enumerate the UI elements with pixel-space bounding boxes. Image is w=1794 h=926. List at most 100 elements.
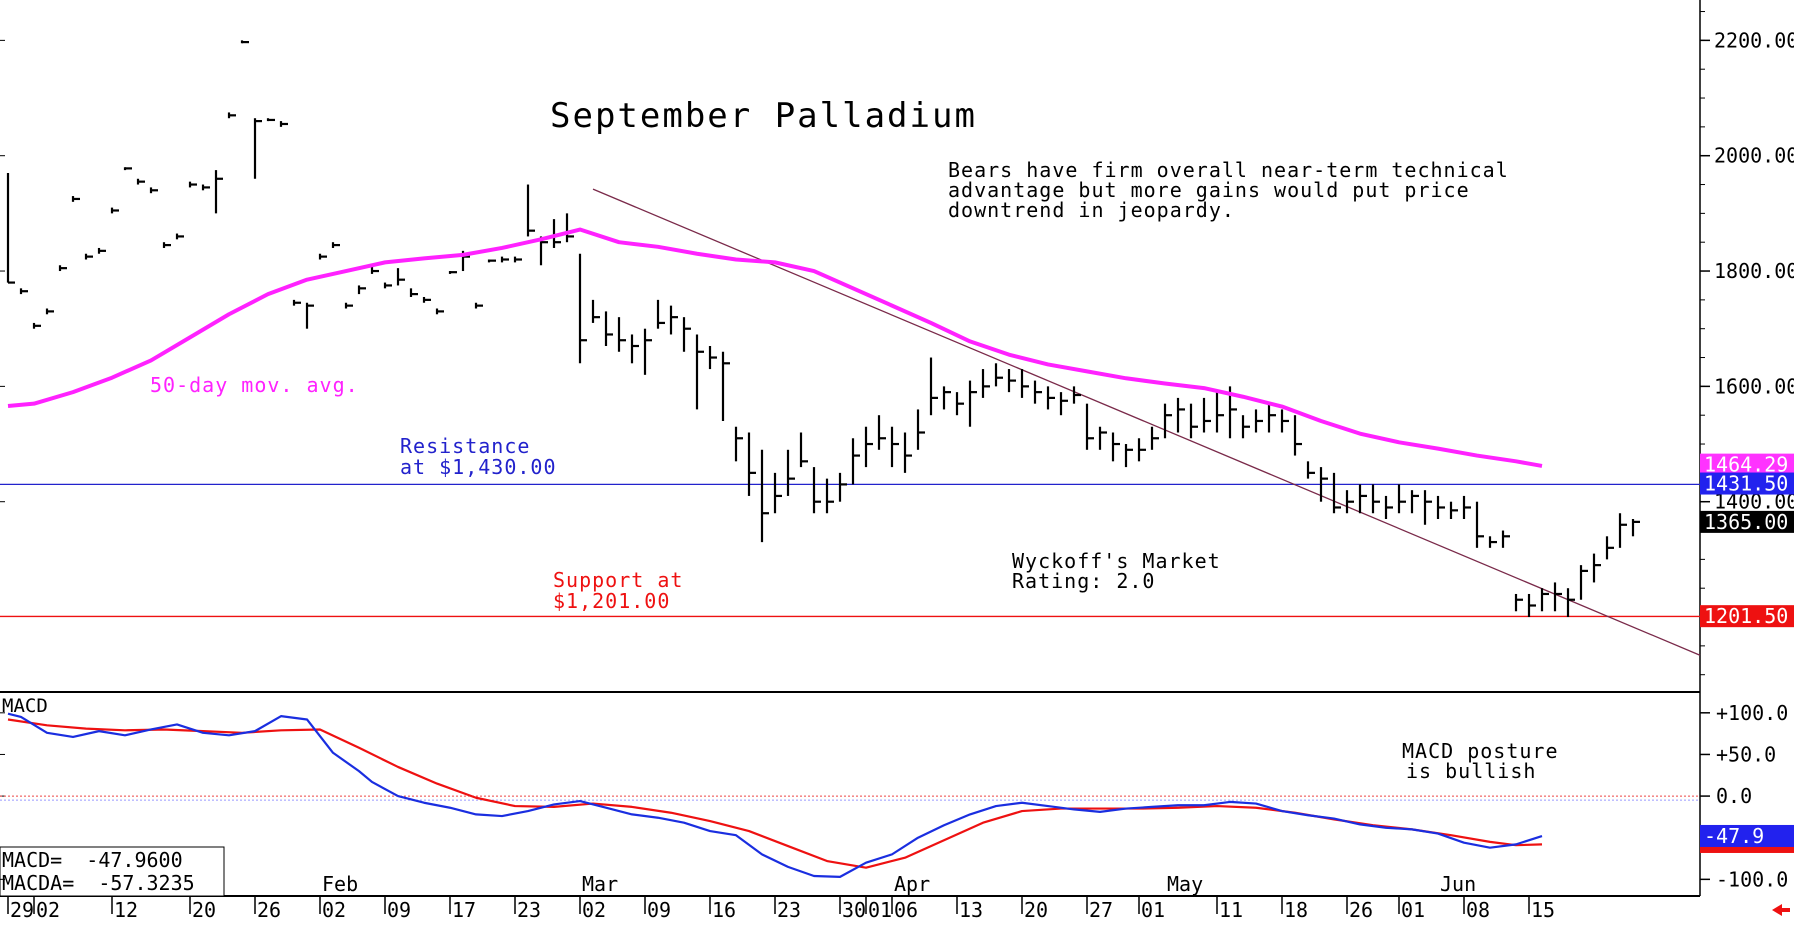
price-bar — [929, 357, 938, 416]
price-bar — [864, 426, 873, 468]
x-tick-label: 01 — [868, 898, 892, 921]
price-bar — [786, 449, 795, 496]
description-line: advantage but more gains would put price — [948, 178, 1470, 202]
price-bar — [1163, 403, 1172, 439]
price-bar — [409, 288, 418, 297]
x-tick-label: 01 — [1401, 898, 1425, 921]
price-bar — [1462, 495, 1471, 519]
rating-label-line: Rating: 2.0 — [1012, 569, 1155, 593]
price-bar — [552, 219, 561, 248]
price-bar — [1436, 495, 1445, 519]
x-tick-label: 01 — [1141, 898, 1165, 921]
scroll-arrow-icon[interactable] — [1772, 904, 1790, 916]
price-bar — [695, 334, 704, 410]
price-bar — [955, 392, 964, 416]
x-tick-label: 18 — [1284, 898, 1308, 921]
price-bar — [305, 302, 314, 329]
price-bar — [669, 305, 678, 335]
price-bar — [1488, 536, 1497, 548]
price-bar — [175, 233, 184, 240]
price-bar — [1501, 530, 1510, 548]
trendline — [592, 188, 1701, 656]
price-bar — [1267, 403, 1276, 433]
y-tick-label: 1800.00 — [1714, 259, 1794, 283]
resistance-label: Resistance at $1,430.00 — [400, 434, 556, 479]
price-bar — [812, 467, 821, 514]
price-bar — [682, 317, 691, 352]
price-bar — [1072, 386, 1081, 404]
value-tag: 1365.00 — [1704, 510, 1788, 534]
price-bar — [1527, 593, 1536, 618]
macd-note: MACD posture is bullish — [1402, 739, 1559, 783]
price-bar — [1475, 501, 1484, 548]
price-bar — [916, 409, 925, 450]
price-bar — [1579, 565, 1588, 600]
x-tick-label: 09 — [647, 898, 671, 921]
price-bars — [6, 40, 1640, 618]
x-tick-label: 11 — [1219, 898, 1243, 921]
macd-y-tick-label: +50.0 — [1716, 742, 1776, 766]
price-bar — [331, 242, 340, 248]
price-bar — [591, 299, 600, 323]
price-bar — [1449, 501, 1458, 519]
description-line: Bears have firm overall near-term techni… — [948, 158, 1509, 182]
price-bar — [214, 170, 223, 214]
price-bar — [942, 386, 951, 410]
price-bar — [1137, 438, 1146, 462]
x-tick-label: 16 — [712, 898, 736, 921]
y-tick-label: 2200.00 — [1714, 28, 1794, 52]
level-lines — [0, 188, 1701, 656]
moving-average-layer — [7, 227, 1543, 468]
price-bar — [1085, 403, 1094, 450]
price-bar — [136, 178, 145, 185]
resistance-label-line: Resistance — [400, 434, 530, 458]
x-tick-label: 08 — [1466, 898, 1490, 921]
price-bar — [357, 285, 366, 295]
price-bar — [968, 380, 977, 427]
macd-note-line: is bullish — [1406, 759, 1536, 783]
price-bar — [6, 173, 15, 284]
price-bar — [227, 112, 236, 119]
support-label: Support at $1,201.00 — [553, 568, 682, 613]
macd-note-line: MACD posture — [1402, 739, 1559, 763]
price-bar — [1345, 490, 1354, 514]
x-tick-label: 20 — [1024, 898, 1048, 921]
price-bar — [1254, 409, 1263, 433]
price-bar — [1319, 467, 1328, 502]
price-bar — [201, 184, 210, 191]
price-bar — [253, 118, 262, 179]
description-line: downtrend in jeopardy. — [948, 198, 1235, 222]
price-bar — [747, 432, 756, 496]
price-bar — [526, 184, 535, 237]
price-bar — [643, 328, 652, 375]
x-tick-label: 13 — [959, 898, 983, 921]
price-bar — [448, 271, 457, 274]
macd-readout: MACD= -47.9600 MACDA= -57.3235 — [0, 846, 225, 897]
x-tick-label: 23 — [777, 898, 801, 921]
price-bar — [19, 288, 28, 295]
x-tick-label: 02 — [322, 898, 346, 921]
price-bar — [578, 253, 587, 364]
support-label-line: $1,201.00 — [553, 589, 670, 613]
x-tick-label: 12 — [114, 898, 138, 921]
value-tag: 1431.50 — [1704, 472, 1788, 496]
price-bar — [71, 196, 80, 202]
price-bar — [1150, 426, 1159, 450]
value-tag-bg — [1700, 453, 1794, 476]
price-bar — [240, 40, 249, 44]
month-label: May — [1167, 872, 1203, 896]
price-bar — [994, 363, 1003, 387]
price-bar — [500, 256, 509, 263]
price-bar — [851, 438, 860, 485]
x-tick-label: 09 — [387, 898, 411, 921]
macd-line — [7, 712, 1543, 878]
price-bar — [1098, 426, 1107, 450]
price-bar — [383, 282, 392, 289]
description-text: Bears have firm overall near-term techni… — [948, 158, 1509, 222]
price-bar — [279, 121, 288, 127]
price-bar — [1189, 403, 1198, 439]
macd-readout-macd: MACD= -47.9600 — [2, 848, 183, 872]
